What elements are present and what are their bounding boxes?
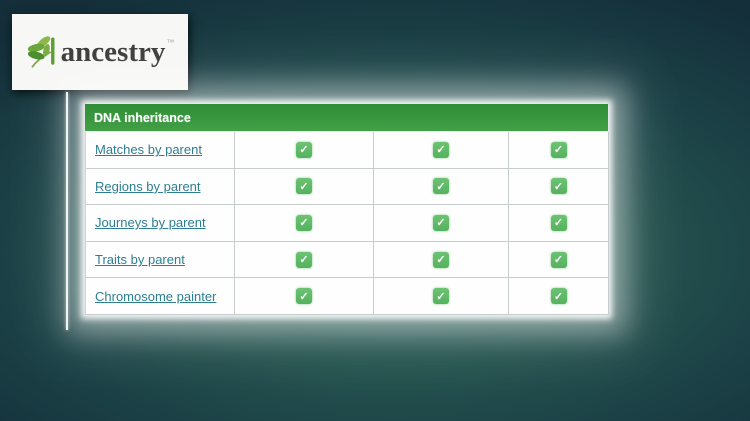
check-icon: ✓ <box>296 288 312 305</box>
check-cell: ✓ <box>509 278 609 315</box>
check-cell: ✓ <box>374 205 509 242</box>
vertical-divider-line <box>66 92 68 330</box>
matches-by-parent-link[interactable]: Matches by parent <box>95 142 202 158</box>
check-cell: ✓ <box>509 168 609 206</box>
check-icon: ✓ <box>433 288 449 305</box>
table-row-matches: Matches by parent <box>86 132 235 169</box>
table-title: DNA inheritance <box>85 104 608 132</box>
regions-by-parent-link[interactable]: Regions by parent <box>95 178 201 194</box>
check-cell: ✓ <box>509 241 609 279</box>
table-row-chromosome-painter: Chromosome painter <box>86 278 235 315</box>
check-icon: ✓ <box>296 178 312 195</box>
check-cell: ✓ <box>235 278 374 315</box>
check-icon: ✓ <box>433 214 449 231</box>
check-cell: ✓ <box>374 278 509 315</box>
check-icon: ✓ <box>550 214 567 231</box>
check-cell: ✓ <box>509 132 609 169</box>
check-cell: ✓ <box>235 132 374 169</box>
check-cell: ✓ <box>374 241 509 279</box>
check-icon: ✓ <box>550 141 567 158</box>
journeys-by-parent-link[interactable]: Journeys by parent <box>95 215 206 231</box>
check-icon: ✓ <box>296 141 312 158</box>
table-row-traits: Traits by parent <box>86 241 235 279</box>
check-cell: ✓ <box>509 205 609 242</box>
table-row-regions: Regions by parent <box>86 168 235 206</box>
table-row-journeys: Journeys by parent <box>86 205 235 242</box>
check-cell: ✓ <box>235 168 374 206</box>
dna-inheritance-table: DNA inheritance Matches by parent ✓ ✓ ✓ … <box>85 104 609 315</box>
table-body: Matches by parent ✓ ✓ ✓ Regions by paren… <box>85 132 609 315</box>
chromosome-painter-link[interactable]: Chromosome painter <box>95 288 217 304</box>
check-cell: ✓ <box>235 241 374 279</box>
check-icon: ✓ <box>296 214 312 231</box>
check-icon: ✓ <box>433 251 449 268</box>
check-cell: ✓ <box>374 132 509 169</box>
check-icon: ✓ <box>550 251 567 268</box>
check-icon: ✓ <box>433 141 449 158</box>
check-icon: ✓ <box>296 251 312 268</box>
ancestry-wordmark: ancestry <box>60 35 166 68</box>
check-icon: ✓ <box>550 178 567 195</box>
check-cell: ✓ <box>235 205 374 242</box>
check-icon: ✓ <box>433 178 449 195</box>
trademark-symbol: ™ <box>166 37 175 47</box>
check-icon: ✓ <box>550 288 567 305</box>
check-cell: ✓ <box>374 168 509 206</box>
ancestry-leaf-icon <box>26 32 60 72</box>
traits-by-parent-link[interactable]: Traits by parent <box>95 252 185 268</box>
ancestry-logo-card: ancestry ™ <box>12 14 188 90</box>
